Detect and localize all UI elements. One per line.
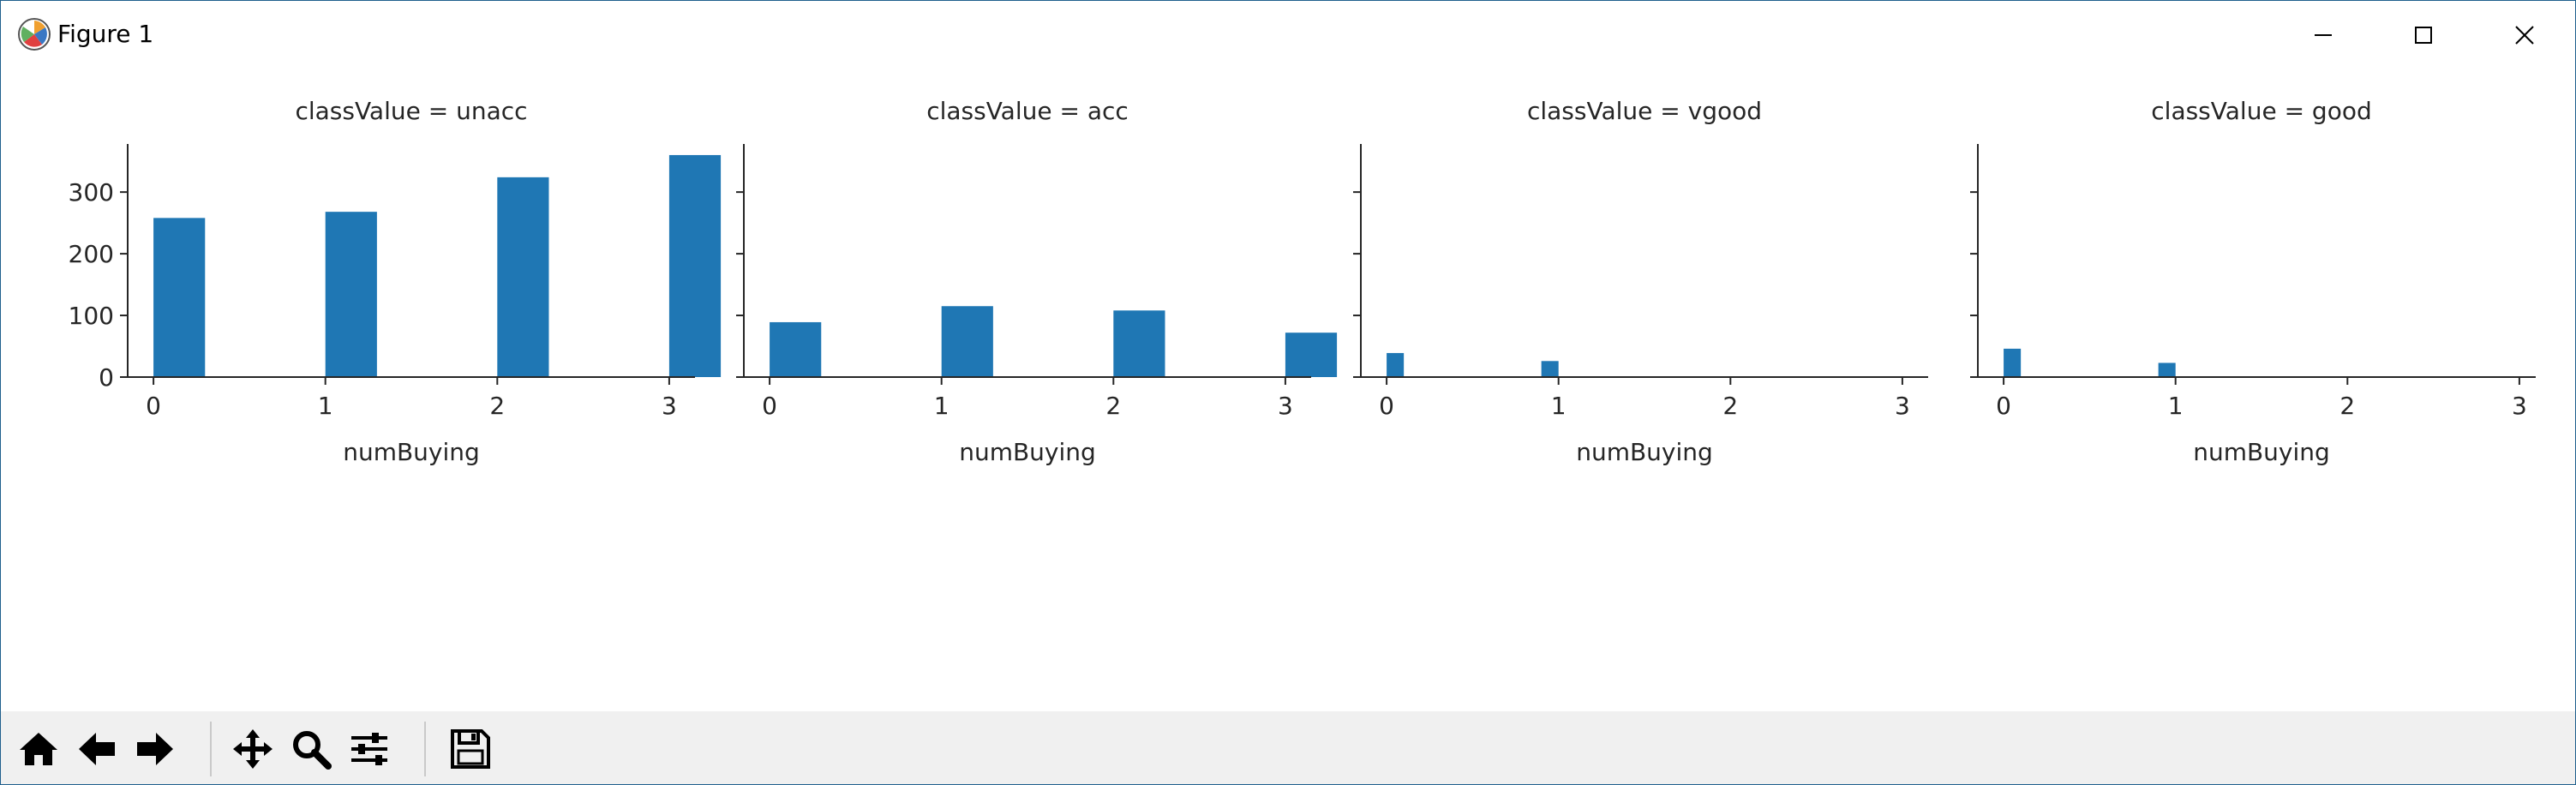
x-tick-label: 1 <box>318 392 333 420</box>
x-tick-label: 0 <box>146 392 161 420</box>
bar <box>1285 333 1338 377</box>
save-button[interactable] <box>443 720 498 778</box>
y-tick-label: 0 <box>99 363 114 392</box>
bar <box>941 306 993 377</box>
bar <box>1387 352 1405 377</box>
x-tick-label: 3 <box>1895 392 1910 420</box>
back-button[interactable] <box>69 720 124 778</box>
forward-arrow-icon <box>137 733 173 765</box>
bar <box>2158 363 2176 377</box>
x-tick-label: 2 <box>2339 392 2355 420</box>
zoom-icon <box>293 731 332 770</box>
bar <box>668 154 722 377</box>
toolbar-separator <box>424 722 426 776</box>
save-icon <box>451 729 490 769</box>
bar <box>497 177 549 377</box>
x-tick-label: 2 <box>489 392 505 420</box>
title-bar[interactable]: Figure 1 <box>1 1 2575 69</box>
maximize-icon <box>2415 27 2432 44</box>
navigation-toolbar <box>1 711 2575 784</box>
x-axis-label: numBuying <box>1576 438 1713 466</box>
x-tick-label: 2 <box>1105 392 1121 420</box>
minimize-button[interactable] <box>2285 1 2362 69</box>
bar <box>770 321 822 377</box>
x-tick-label: 1 <box>934 392 950 420</box>
pan-button[interactable] <box>225 720 280 778</box>
y-tick-label: 300 <box>69 178 114 207</box>
home-icon <box>20 733 57 765</box>
x-axis-label: numBuying <box>343 438 480 466</box>
x-axis-label: numBuying <box>959 438 1096 466</box>
home-button[interactable] <box>11 720 66 778</box>
bar <box>1113 310 1165 377</box>
bar <box>2004 348 2022 377</box>
panel-title: classValue = good <box>2151 97 2371 125</box>
sliders-icon <box>351 733 387 765</box>
y-tick-label: 100 <box>69 302 114 330</box>
bar <box>153 218 206 377</box>
x-tick-label: 1 <box>2168 392 2184 420</box>
bar <box>325 212 377 377</box>
bar <box>1541 361 1559 377</box>
x-tick-label: 3 <box>1278 392 1293 420</box>
panel-title: classValue = vgood <box>1527 97 1762 125</box>
panel-title: classValue = unacc <box>295 97 527 125</box>
close-button[interactable] <box>2486 1 2563 69</box>
x-tick-label: 2 <box>1722 392 1738 420</box>
configure-subplots-button[interactable] <box>342 720 397 778</box>
y-tick-label: 200 <box>69 240 114 268</box>
minimize-icon <box>2315 34 2332 36</box>
x-tick-label: 1 <box>1551 392 1567 420</box>
window-title: Figure 1 <box>57 20 154 48</box>
matplotlib-icon <box>18 18 51 51</box>
x-tick-label: 0 <box>1996 392 2011 420</box>
close-icon <box>2515 26 2534 45</box>
forward-button[interactable] <box>128 720 183 778</box>
maximize-button[interactable] <box>2385 1 2462 69</box>
x-tick-label: 3 <box>662 392 677 420</box>
x-axis-label: numBuying <box>2193 438 2330 466</box>
panel-title: classValue = acc <box>926 97 1129 125</box>
zoom-button[interactable] <box>284 720 338 778</box>
back-arrow-icon <box>79 733 115 765</box>
x-tick-label: 3 <box>2512 392 2527 420</box>
toolbar-separator <box>210 722 212 776</box>
x-tick-label: 0 <box>762 392 777 420</box>
x-tick-label: 0 <box>1379 392 1394 420</box>
move-icon <box>233 729 273 769</box>
